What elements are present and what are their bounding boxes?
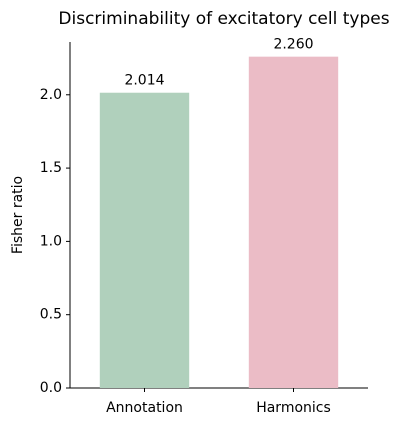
y-tick-label: 2.0 [40,87,62,103]
chart-title: Discriminability of excitatory cell type… [58,9,389,29]
y-tick-label: 0.5 [40,307,62,323]
bar [248,56,339,389]
x-tick-label: Annotation [106,400,183,416]
bar [99,92,190,389]
value-label: 2.014 [124,73,164,89]
value-label: 2.260 [273,37,313,53]
y-tick-label: 1.0 [40,233,62,249]
y-tick-label: 0.0 [40,380,62,396]
x-tick-label: Harmonics [256,400,331,416]
y-axis-label: Fisher ratio [10,176,26,254]
y-tick-label: 1.5 [40,160,62,176]
